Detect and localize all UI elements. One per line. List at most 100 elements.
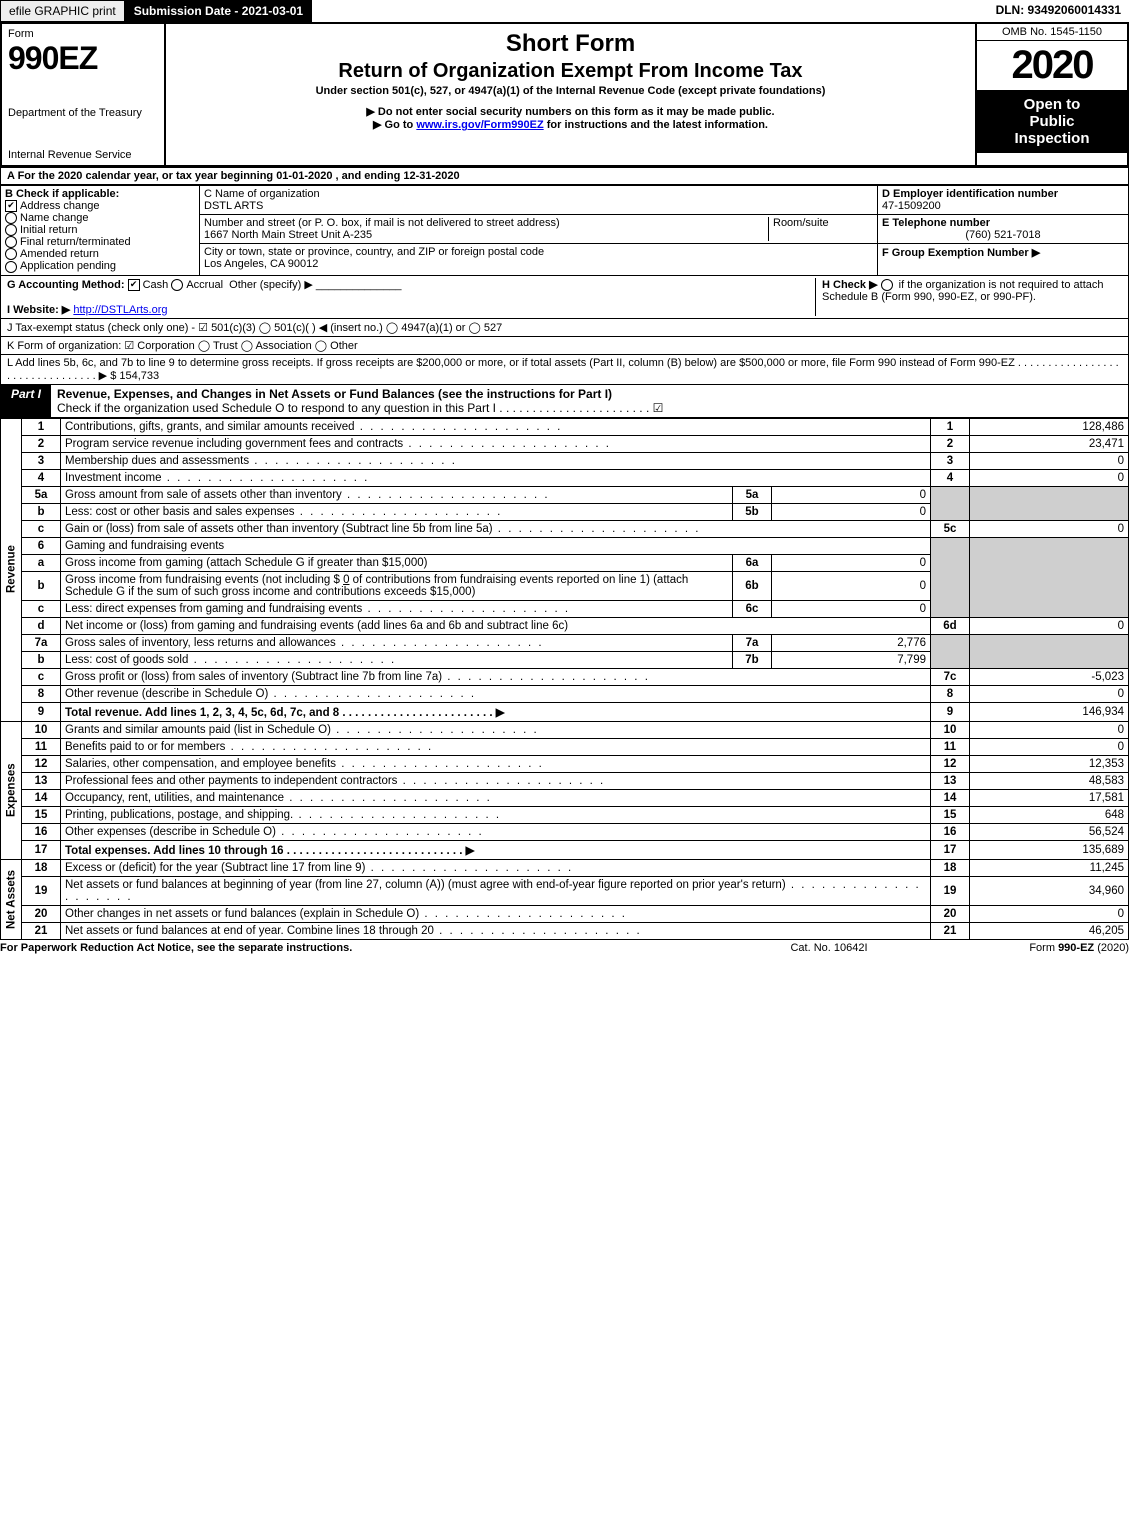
ln-4-desc: Investment income — [61, 469, 931, 486]
ln-5b-desc: Less: cost or other basis and sales expe… — [61, 503, 733, 520]
ln-13-num: 13 — [22, 772, 61, 789]
ln-7b-sn: 7b — [733, 651, 772, 668]
goto-line: ▶ Go to www.irs.gov/Form990EZ for instru… — [172, 118, 969, 131]
row-g-h: G Accounting Method: ✔Cash Accrual Other… — [0, 276, 1129, 319]
form-number: 990EZ — [8, 40, 158, 77]
ln-7a-num: 7a — [22, 634, 61, 651]
chk-h[interactable] — [881, 279, 893, 291]
chk-address-change[interactable]: ✔Address change — [5, 200, 195, 212]
ln-3-desc: Membership dues and assessments — [61, 452, 931, 469]
chk-initial-return[interactable]: Initial return — [5, 224, 195, 236]
ln-5b-sn: 5b — [733, 503, 772, 520]
ln-4-amt: 0 — [970, 469, 1129, 486]
ln-6d-lnum: 6d — [931, 617, 970, 634]
ln-14-amt: 17,581 — [970, 789, 1129, 806]
ln-8-amt: 0 — [970, 685, 1129, 702]
header-right: OMB No. 1545-1150 2020 Open to Public In… — [977, 24, 1127, 165]
ln-6b-sn: 6b — [733, 571, 772, 600]
vlabel-expenses: Expenses — [1, 721, 22, 859]
ln-7b-sv: 7,799 — [772, 651, 931, 668]
chk-amended-return[interactable]: Amended return — [5, 248, 195, 260]
website-link[interactable]: http://DSTLArts.org — [73, 304, 167, 316]
top-bar: efile GRAPHIC print Submission Date - 20… — [0, 0, 1129, 24]
dept-treasury: Department of the Treasury — [8, 107, 158, 119]
group-exemption-label: F Group Exemption Number ▶ — [882, 247, 1040, 259]
ln-7c-amt: -5,023 — [970, 668, 1129, 685]
row-l: L Add lines 5b, 6c, and 7b to line 9 to … — [0, 355, 1129, 385]
chk-application-pending[interactable]: Application pending — [5, 260, 195, 272]
under-line: Under section 501(c), 527, or 4947(a)(1)… — [172, 85, 969, 97]
ln-4-lnum: 4 — [931, 469, 970, 486]
chk-cash[interactable]: ✔ — [128, 279, 140, 291]
ln-5-shade-amt — [970, 486, 1129, 520]
ln-6c-desc: Less: direct expenses from gaming and fu… — [61, 600, 733, 617]
ln-7b-desc: Less: cost of goods sold — [61, 651, 733, 668]
ln-21-lnum: 21 — [931, 922, 970, 939]
ln-11-num: 11 — [22, 738, 61, 755]
ln-6d-desc: Net income or (loss) from gaming and fun… — [61, 617, 931, 634]
opt-initial-return: Initial return — [20, 224, 77, 236]
chk-final-return[interactable]: Final return/terminated — [5, 236, 195, 248]
ln-5-shade-lnum — [931, 486, 970, 520]
ln-2-num: 2 — [22, 435, 61, 452]
opt-application-pending: Application pending — [20, 260, 116, 272]
ln-6a-desc: Gross income from gaming (attach Schedul… — [61, 554, 733, 571]
ln-11-amt: 0 — [970, 738, 1129, 755]
footer-mid: Cat. No. 10642I — [729, 942, 929, 954]
addr-label: Number and street (or P. O. box, if mail… — [204, 217, 560, 229]
ln-2-lnum: 2 — [931, 435, 970, 452]
ln-18-desc: Excess or (deficit) for the year (Subtra… — [61, 859, 931, 876]
header-mid: Short Form Return of Organization Exempt… — [166, 24, 977, 165]
ln-16-lnum: 16 — [931, 823, 970, 840]
opt-accrual: Accrual — [186, 279, 223, 291]
efile-print-button[interactable]: efile GRAPHIC print — [0, 0, 125, 22]
ln-15-amt: 648 — [970, 806, 1129, 823]
ln-20-num: 20 — [22, 905, 61, 922]
chk-accrual[interactable] — [171, 279, 183, 291]
ln-13-desc: Professional fees and other payments to … — [61, 772, 931, 789]
ln-7a-sv: 2,776 — [772, 634, 931, 651]
website-label: I Website: ▶ — [7, 304, 70, 316]
row-k: K Form of organization: ☑ Corporation ◯ … — [0, 337, 1129, 355]
ln-17-desc: Total expenses. Add lines 10 through 16 … — [61, 840, 931, 859]
opt-amended-return: Amended return — [20, 248, 99, 260]
ln-12-lnum: 12 — [931, 755, 970, 772]
chk-name-change[interactable]: Name change — [5, 212, 195, 224]
ln-10-desc: Grants and similar amounts paid (list in… — [61, 721, 931, 738]
line-a: A For the 2020 calendar year, or tax yea… — [0, 167, 1129, 185]
ln-21-num: 21 — [22, 922, 61, 939]
city-label: City or town, state or province, country… — [204, 246, 544, 258]
ln-11-desc: Benefits paid to or for members — [61, 738, 931, 755]
city-box: City or town, state or province, country… — [200, 244, 877, 272]
ln-6-shade-amt — [970, 537, 1129, 617]
public2: Public — [1029, 113, 1074, 130]
box-f: F Group Exemption Number ▶ — [878, 244, 1128, 261]
ln-17-lnum: 17 — [931, 840, 970, 859]
ln-1-desc: Contributions, gifts, grants, and simila… — [61, 418, 931, 435]
ln-6c-sv: 0 — [772, 600, 931, 617]
accounting-label: G Accounting Method: — [7, 279, 125, 291]
city-value: Los Angeles, CA 90012 — [204, 258, 318, 270]
org-name-box: C Name of organization DSTL ARTS — [200, 186, 877, 215]
ln-3-amt: 0 — [970, 452, 1129, 469]
ln-20-amt: 0 — [970, 905, 1129, 922]
ln-7c-desc: Gross profit or (loss) from sales of inv… — [61, 668, 931, 685]
section-bcdef: B Check if applicable: ✔Address change N… — [0, 185, 1129, 276]
ln-17-amt: 135,689 — [970, 840, 1129, 859]
ln-7c-num: c — [22, 668, 61, 685]
ln-20-lnum: 20 — [931, 905, 970, 922]
submission-date-button[interactable]: Submission Date - 2021-03-01 — [125, 0, 312, 22]
goto-link[interactable]: www.irs.gov/Form990EZ — [416, 119, 543, 131]
ln-6b-sv: 0 — [772, 571, 931, 600]
box-b: B Check if applicable: ✔Address change N… — [1, 186, 200, 275]
addr-box: Number and street (or P. O. box, if mail… — [200, 215, 877, 244]
ln-13-amt: 48,583 — [970, 772, 1129, 789]
ln-14-lnum: 14 — [931, 789, 970, 806]
vlabel-net-assets: Net Assets — [1, 859, 22, 939]
ln-15-num: 15 — [22, 806, 61, 823]
ln-18-num: 18 — [22, 859, 61, 876]
ln-9-num: 9 — [22, 702, 61, 721]
dept-irs: Internal Revenue Service — [8, 149, 158, 161]
form-label: Form — [8, 28, 158, 40]
ln-21-desc: Net assets or fund balances at end of ye… — [61, 922, 931, 939]
